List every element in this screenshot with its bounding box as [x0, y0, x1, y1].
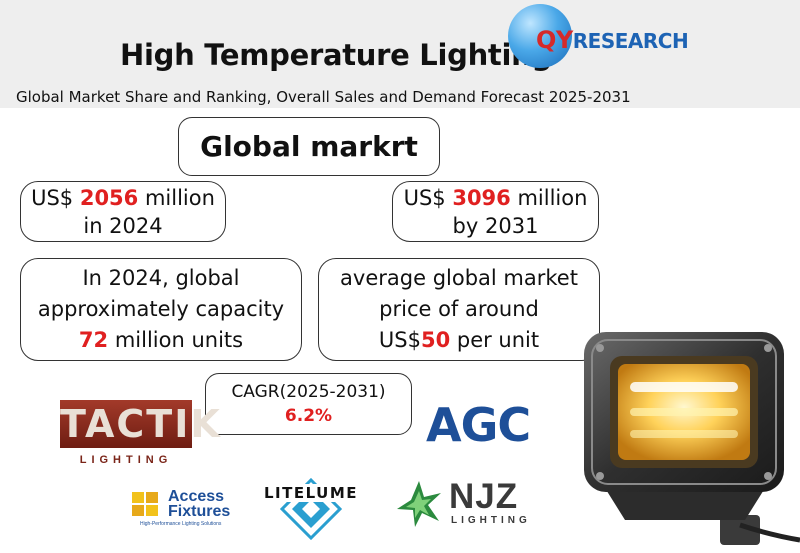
- access-word: Access: [168, 488, 225, 505]
- header-band: [0, 0, 800, 108]
- market-size-2031-line1: US$ 3096 million: [403, 186, 588, 210]
- litelume-logo: LITELUME: [256, 478, 366, 540]
- market-size-2024-box: US$ 2056 million in 2024: [20, 181, 226, 242]
- market-size-2031-value: 3096: [452, 186, 511, 210]
- njz-star-icon: [397, 481, 441, 527]
- capacity-line1: In 2024, global: [82, 266, 240, 290]
- market-size-2031-line2: by 2031: [452, 214, 539, 238]
- njz-word: NJZ: [449, 477, 519, 516]
- access-tagline: High-Performance Lighting Solutions: [140, 521, 222, 527]
- njz-sub: LIGHTING: [451, 515, 531, 526]
- qyresearch-logo: QYRESEARCH: [508, 4, 698, 76]
- market-size-2024-line1: US$ 2056 million: [31, 186, 215, 210]
- floodlight-image: [584, 332, 800, 545]
- njz-logo: NJZ LIGHTING: [393, 479, 543, 529]
- market-size-2024-value: 2056: [79, 186, 139, 210]
- access-fixtures-mark-icon: [132, 492, 158, 516]
- market-size-2024-line2: in 2024: [83, 214, 163, 238]
- price-line3: US$50 per unit: [378, 328, 540, 352]
- agc-logo: AGC: [426, 398, 531, 452]
- global-market-heading: Global markrt: [178, 117, 440, 176]
- capacity-line3: 72 million units: [78, 328, 244, 352]
- price-box: average global market price of around US…: [318, 258, 600, 361]
- tactik-logo-sub: LIGHTING: [79, 454, 173, 466]
- capacity-value: 72: [78, 328, 109, 352]
- fixtures-word: Fixtures: [168, 503, 231, 520]
- page-subtitle: Global Market Share and Ranking, Overall…: [16, 88, 631, 106]
- access-fixtures-logo: Access Fixtures High-Performance Lightin…: [130, 488, 240, 528]
- capacity-box: In 2024, global approximately capacity 7…: [20, 258, 302, 361]
- globe-icon: [508, 4, 572, 68]
- cagr-value: 6.2%: [284, 406, 333, 426]
- litelume-word: LITELUME: [256, 484, 366, 502]
- tactik-logo-word: TACTIK: [60, 400, 222, 448]
- cagr-box: CAGR(2025-2031) 6.2%: [205, 373, 412, 435]
- price-value: 50: [420, 328, 451, 352]
- cagr-label: CAGR(2025-2031): [231, 382, 386, 402]
- price-line2: price of around: [379, 297, 539, 321]
- qyresearch-logo-text: QYRESEARCH: [536, 26, 689, 54]
- capacity-line2: approximately capacity: [37, 297, 285, 321]
- market-size-2031-box: US$ 3096 million by 2031: [392, 181, 599, 242]
- page-title: High Temperature Lighting: [120, 38, 552, 72]
- tactik-logo: TACTIK LIGHTING: [60, 400, 222, 470]
- price-line1: average global market: [340, 266, 578, 290]
